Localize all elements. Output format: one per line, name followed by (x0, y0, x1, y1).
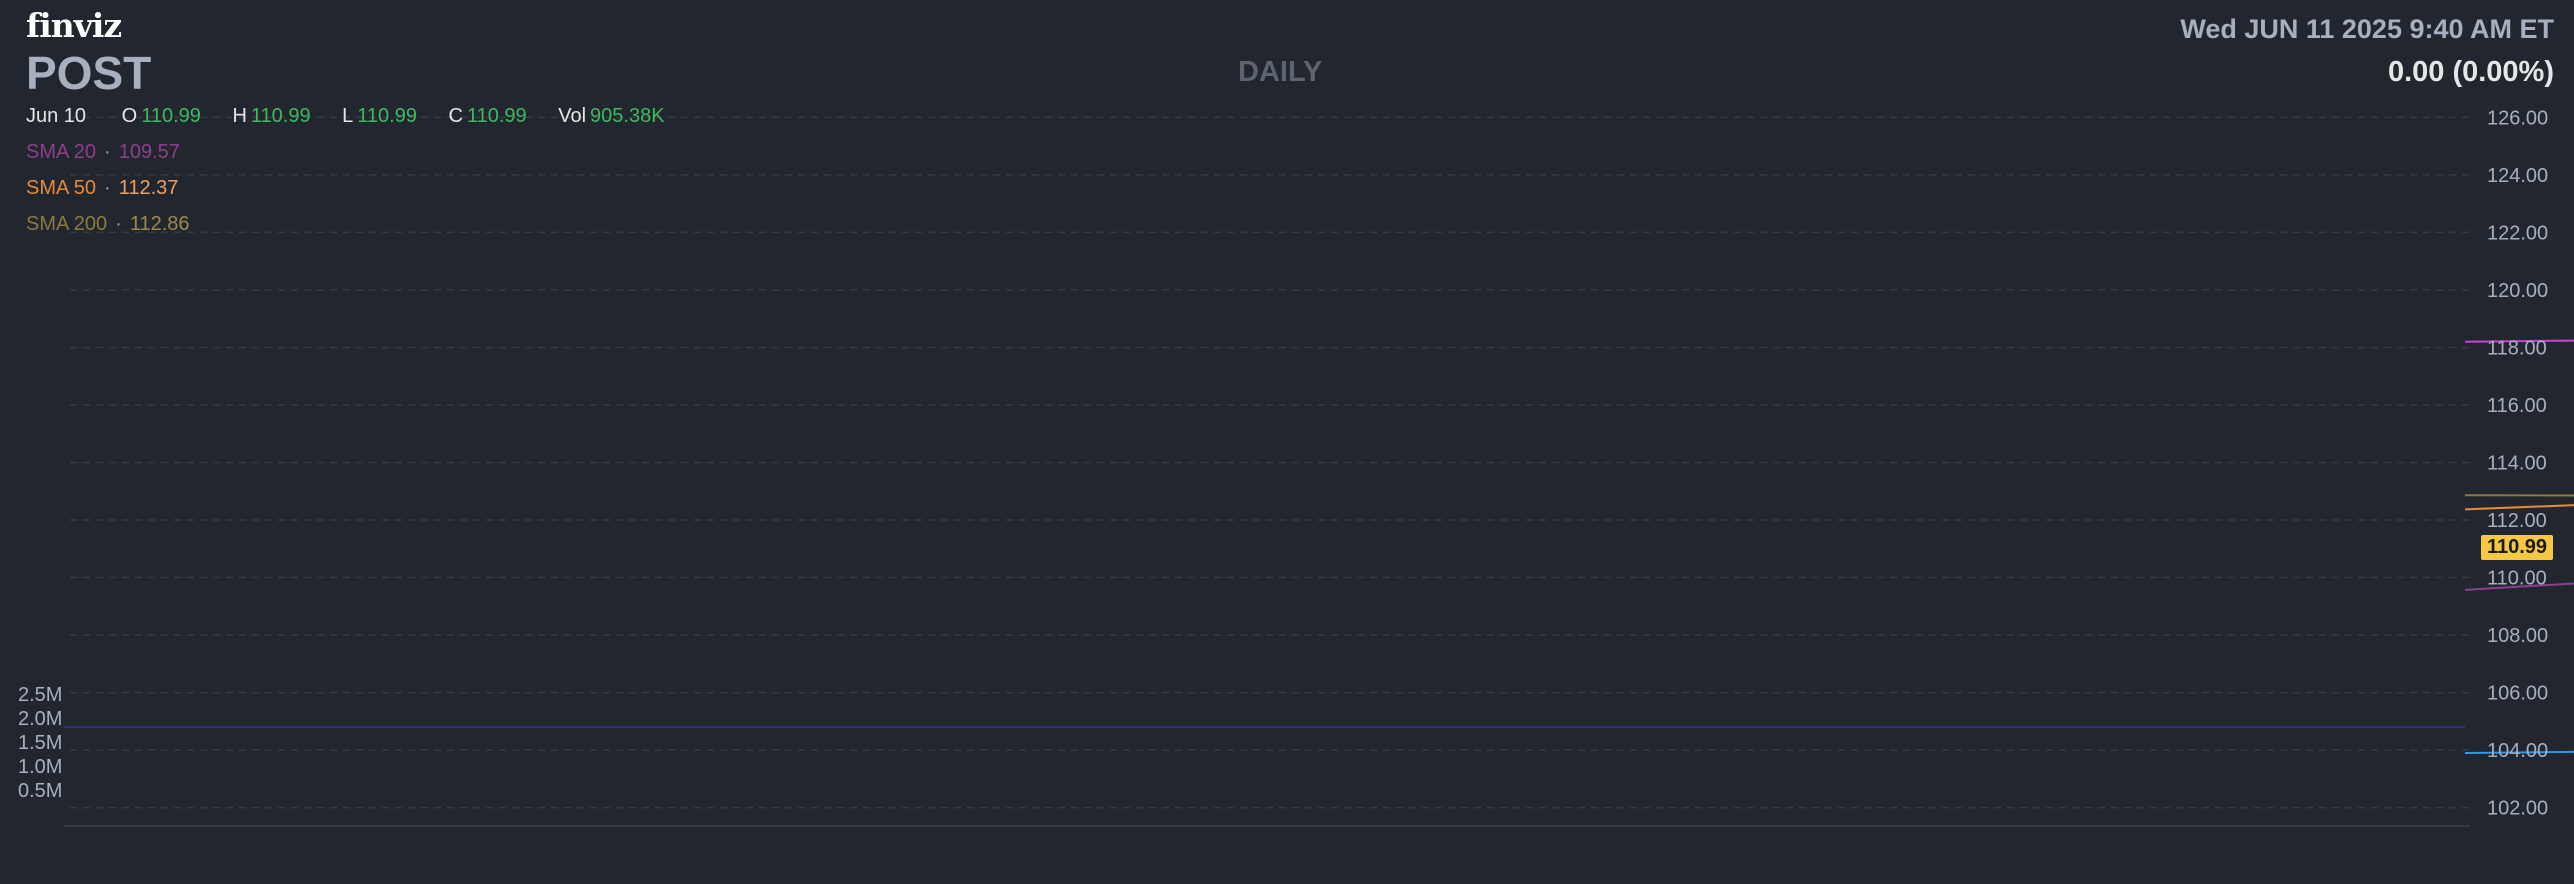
timeframe-label: DAILY (1238, 56, 1323, 88)
ohlc-date: Jun 10 (26, 105, 87, 127)
volume-tick-label: 2.0M (18, 708, 62, 730)
y-tick-label: 106.00 (2487, 683, 2548, 705)
y-tick-label: 104.00 (2487, 740, 2548, 762)
volume-tick-label: 2.5M (18, 684, 62, 706)
ohlc-readout: Jun 10 O 110.99 H 110.99 L 110.99 C 110.99 V… (26, 105, 691, 128)
volume-value: 905.38K (590, 105, 665, 127)
legend-sma-20-value: 109.57 (118, 141, 180, 163)
volume-tick-label: 1.5M (18, 732, 62, 754)
legend-sma-20-name: SMA 20 (26, 141, 97, 163)
y-tick-label: 112.00 (2487, 510, 2547, 532)
legend-sma-50-value: 112.37 (118, 177, 179, 199)
volume-tick-label: 1.0M (18, 756, 62, 778)
y-tick-label: 124.00 (2487, 165, 2548, 187)
close-value: 110.99 (466, 105, 527, 127)
volume-label: Vol (558, 105, 587, 127)
legend-sma-50[interactable]: SMA 50 · 112.37 (26, 177, 179, 199)
y-tick-label: 126.00 (2487, 107, 2548, 129)
y-tick-label: 110.00 (2487, 568, 2547, 590)
y-tick-label: 108.00 (2487, 625, 2548, 647)
legend-sma-200-name: SMA 200 (26, 213, 108, 235)
legend-sma-200[interactable]: SMA 200 · 112.86 (26, 213, 190, 235)
y-tick-label: 102.00 (2487, 798, 2548, 820)
legend-sma-200-value: 112.86 (129, 213, 190, 235)
last-price-tag: 110.99 (2481, 535, 2553, 560)
close-label: C (448, 105, 463, 127)
volume-tick-label: 0.5M (18, 780, 62, 802)
y-tick-label: 120.00 (2487, 280, 2548, 302)
legend-sma-50-name: SMA 50 (26, 177, 97, 199)
high-value: 110.99 (250, 105, 311, 127)
y-tick-label: 116.00 (2487, 395, 2547, 417)
grid (64, 116, 2470, 827)
datetime-label: Wed JUN 11 2025 9:40 AM ET (2180, 14, 2554, 44)
open-value: 110.99 (141, 105, 201, 127)
high-label: H (232, 105, 247, 127)
low-label: L (342, 105, 354, 127)
finviz-logo[interactable]: finviz (26, 6, 122, 45)
open-label: O (121, 105, 138, 127)
ticker-symbol: POST (26, 47, 152, 99)
price-change: 0.00 (0.00%) (2387, 56, 2554, 88)
y-tick-label: 122.00 (2487, 222, 2548, 244)
low-value: 110.99 (357, 105, 417, 127)
y-tick-label: 114.00 (2487, 453, 2547, 475)
axes: 102.00 104.00 106.00 108.00 110.00 112.00 114.… (18, 107, 2548, 820)
legend-sma-20[interactable]: SMA 20 · 109.57 (26, 141, 180, 163)
y-tick-label: 118.00 (2487, 337, 2547, 359)
